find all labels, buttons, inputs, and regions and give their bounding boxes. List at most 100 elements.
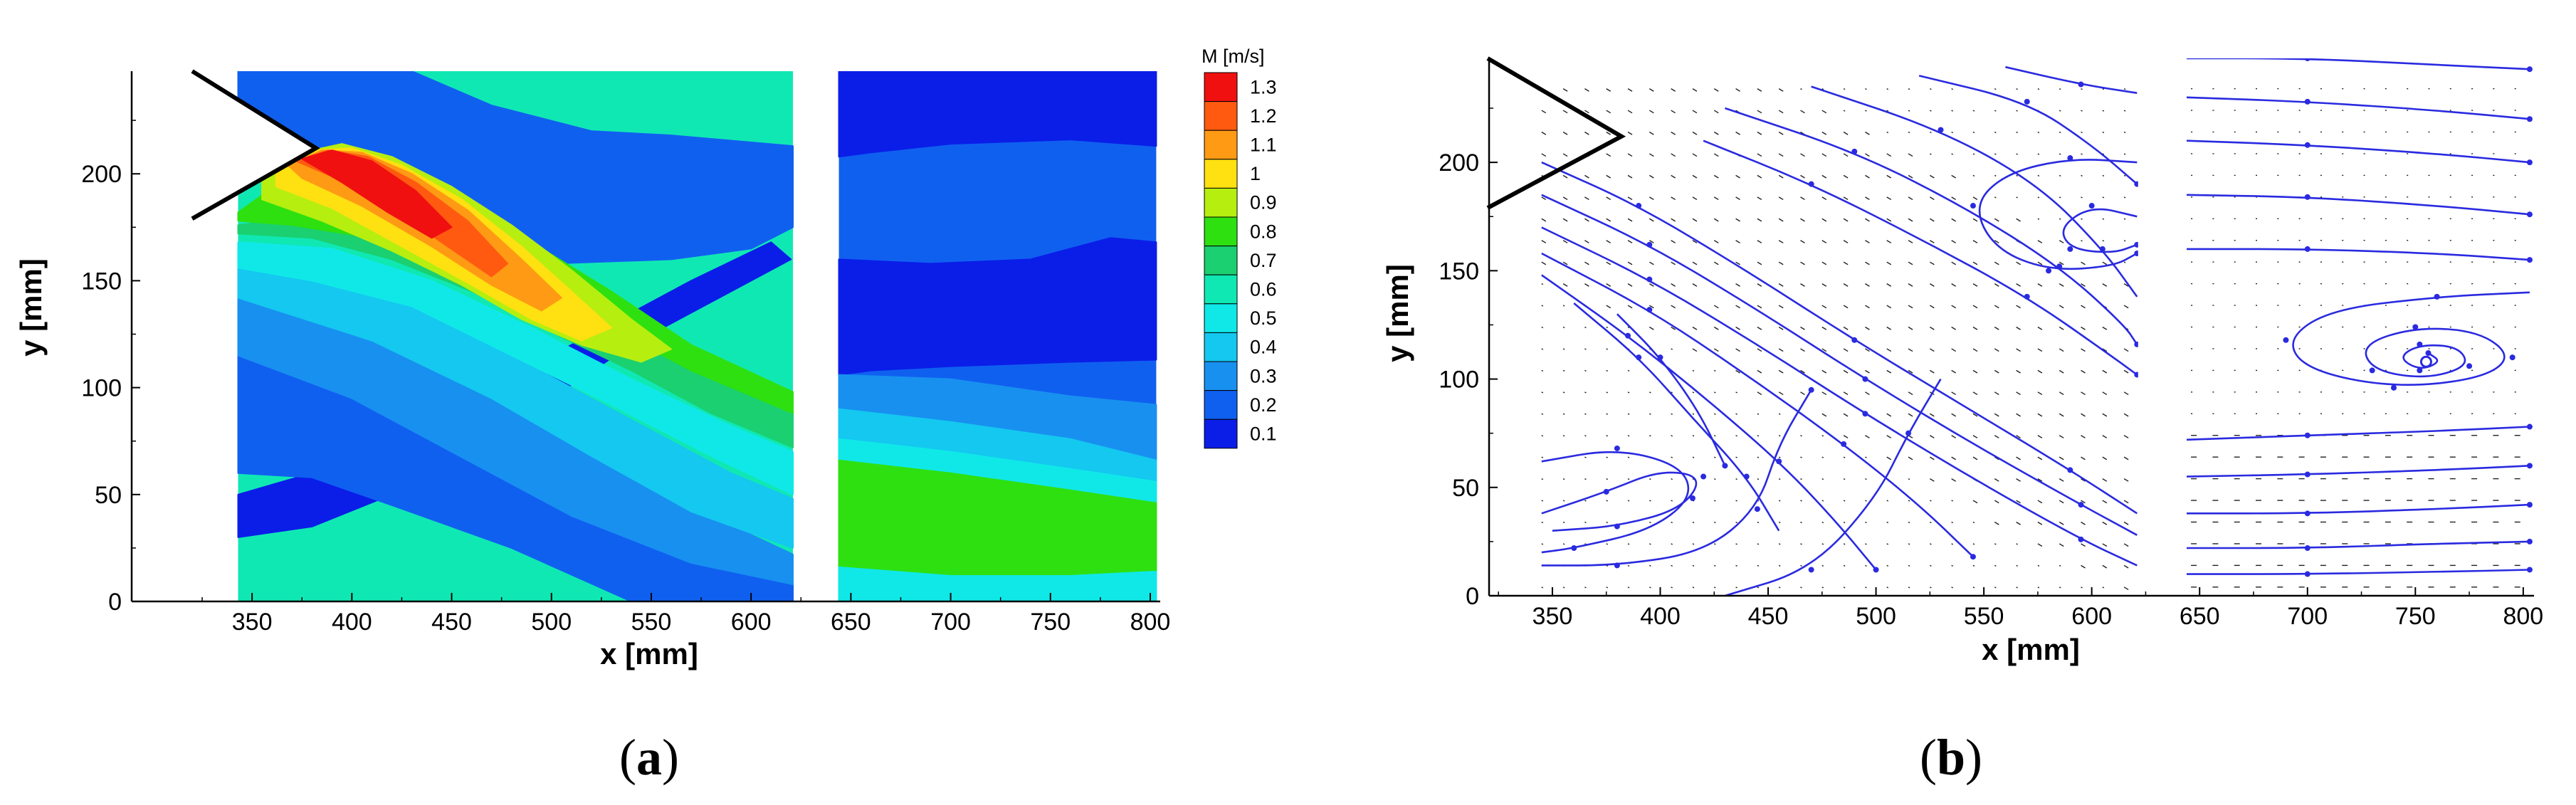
colorbar-title: M [m/s]	[1202, 46, 1265, 67]
vector-arrow	[2123, 283, 2129, 287]
vector-arrow	[1606, 110, 1612, 114]
vector-arrow	[1735, 369, 1740, 374]
vector-arrow	[1757, 153, 1762, 157]
colorbar-swatch	[1204, 274, 1238, 305]
streamline	[1703, 140, 2138, 376]
vector-arrow	[2037, 413, 2043, 417]
streamline-marker	[1862, 376, 1868, 382]
vector-arrow	[1778, 174, 1784, 179]
vector-arrow	[1843, 110, 1846, 112]
streamline-marker	[1614, 523, 1620, 530]
vector-arrow	[1886, 261, 1892, 265]
vector-arrow	[2059, 261, 2064, 265]
vector-arrow	[1541, 369, 1544, 372]
vector-arrow	[1627, 110, 1633, 114]
vector-arrow	[1541, 478, 1544, 480]
contour-band-0-1	[838, 71, 1157, 158]
streamline-marker	[1614, 445, 1620, 451]
vector-arrow	[2016, 521, 2021, 525]
vector-arrow	[1865, 500, 1867, 502]
vector-arrow	[1951, 413, 1957, 417]
vector-arrow	[1562, 131, 1568, 135]
vector-arrow	[1843, 348, 1849, 352]
vector-arrow	[1649, 305, 1654, 309]
vector-arrow	[1713, 196, 1719, 201]
vector-arrow	[1541, 391, 1544, 394]
streamline-marker	[1603, 488, 1609, 495]
vector-arrow	[2123, 261, 2126, 263]
streamline	[2186, 569, 2530, 575]
vector-arrow	[2081, 131, 2083, 134]
vector-arrow	[1972, 500, 1978, 504]
vector-arrow	[1671, 131, 1676, 135]
vector-arrow	[1778, 326, 1784, 330]
vector-arrow	[1800, 456, 1802, 458]
panel-a-label: (a)	[619, 729, 679, 786]
streamline	[1541, 252, 1974, 558]
vector-arrow	[1972, 174, 1975, 177]
vector-arrow	[2016, 174, 2018, 177]
panel-a-x-tick-label: 800	[1130, 609, 1171, 636]
panel-b-x-tick-label: 700	[2287, 603, 2328, 630]
vector-arrow	[1562, 174, 1568, 179]
vector-arrow	[1929, 413, 1935, 417]
vector-arrow	[2123, 196, 2126, 199]
vector-arrow	[2123, 435, 2129, 438]
panel-b-y-tick-label: 100	[1439, 367, 1479, 394]
vector-arrow	[1584, 88, 1589, 92]
streamline-marker	[2526, 502, 2533, 508]
panel-b-y-tick-label: 0	[1466, 583, 1479, 610]
vector-arrow	[1951, 391, 1957, 396]
vector-arrow	[2037, 131, 2040, 134]
vector-arrow	[1821, 196, 1827, 201]
vector-arrow	[1929, 326, 1935, 330]
streamline-marker	[1970, 203, 1976, 209]
vector-arrow	[1886, 218, 1892, 222]
streamline-marker	[1808, 181, 1814, 187]
streamline-marker	[2078, 502, 2084, 508]
vector-arrow	[1735, 131, 1740, 135]
vector-arrow	[1649, 240, 1654, 243]
vector-arrow	[1584, 456, 1587, 458]
streamline-marker	[1851, 148, 1858, 154]
vector-arrow	[1821, 88, 1824, 90]
vector-arrow	[2059, 326, 2064, 330]
streamline-marker	[2434, 293, 2440, 300]
vector-arrow	[2123, 369, 2129, 374]
vector-arrow	[1908, 131, 1910, 134]
vector-arrow	[1692, 283, 1698, 287]
vector-arrow	[1843, 435, 1849, 438]
vector-arrow	[1606, 500, 1609, 502]
vector-arrow	[1994, 283, 1999, 287]
vector-arrow	[2102, 521, 2108, 525]
vector-arrow	[1778, 218, 1784, 222]
vector-arrow	[1778, 110, 1784, 114]
vector-arrow	[1671, 88, 1676, 92]
vector-arrow	[1821, 218, 1827, 222]
vector-arrow	[1800, 348, 1805, 352]
vector-arrow	[1692, 391, 1695, 394]
vector-arrow	[1908, 283, 1913, 287]
streamline	[2062, 208, 2138, 253]
panel-a-y-tick-label: 150	[81, 268, 122, 295]
vector-arrow	[2016, 500, 2021, 504]
vector-arrow	[1649, 131, 1654, 135]
vector-arrow	[1584, 131, 1589, 135]
vector-arrow	[1627, 261, 1633, 265]
vector-arrow	[2102, 564, 2108, 569]
vector-arrow	[2059, 521, 2064, 525]
vector-arrow	[1994, 456, 1999, 461]
vector-arrow	[1735, 88, 1740, 92]
vector-arrow	[1562, 586, 1565, 589]
streamline-marker	[1938, 127, 1944, 133]
vector-arrow	[1800, 196, 1805, 201]
vector-arrow	[1843, 283, 1849, 287]
vector-arrow	[1972, 369, 1978, 374]
vector-arrow	[2081, 586, 2083, 589]
vector-arrow	[1865, 391, 1870, 396]
vector-arrow	[1562, 283, 1568, 287]
vector-arrow	[1606, 196, 1612, 201]
vector-arrow	[1930, 586, 1932, 589]
vector-arrow	[1994, 305, 1999, 309]
streamline-marker	[2099, 246, 2106, 252]
